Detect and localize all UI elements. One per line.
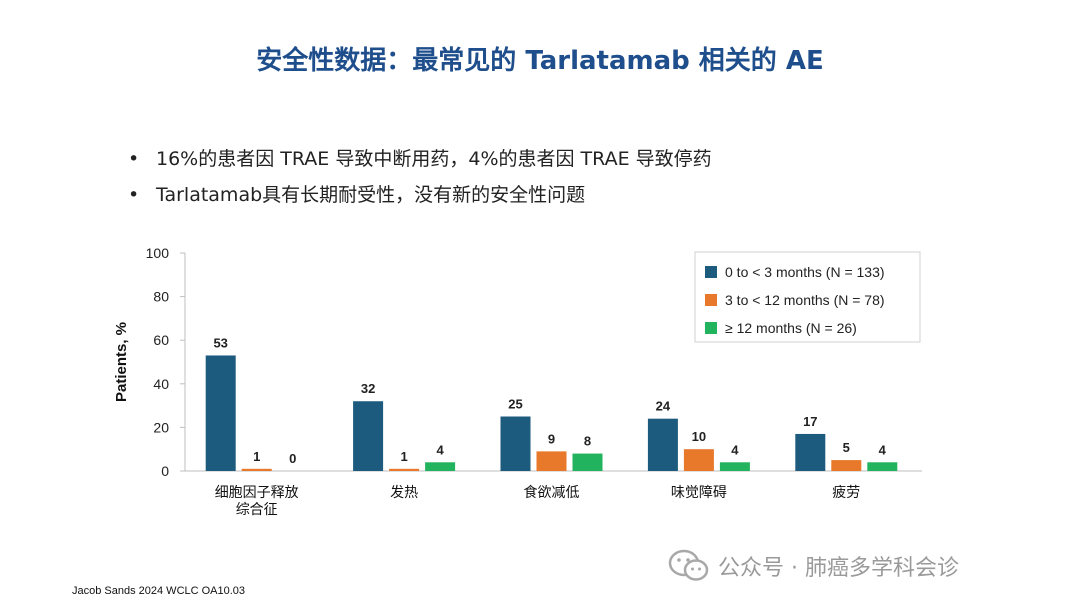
bar <box>683 449 714 471</box>
category-label: 发热 <box>390 484 418 500</box>
legend-label: ≥ 12 months (N = 26) <box>725 320 857 336</box>
bar <box>867 462 898 471</box>
category-label: 食欲减低 <box>524 484 580 500</box>
data-label: 10 <box>692 429 706 444</box>
watermark-text: 公众号 · 肺癌多学科会诊 <box>718 556 959 581</box>
bar <box>241 468 272 471</box>
legend-swatch <box>705 294 717 306</box>
legend-swatch <box>705 266 717 278</box>
legend-label: 3 to < 12 months (N = 78) <box>725 292 885 308</box>
citation-footer: Jacob Sands 2024 WCLC OA10.03 <box>72 585 246 597</box>
bullet-item: • Tarlatamab具有长期耐受性，没有新的安全性问题 <box>128 182 712 218</box>
watermark: 公众号 · 肺癌多学科会诊 <box>668 548 959 584</box>
y-tick-label: 80 <box>153 289 169 305</box>
legend-swatch <box>705 322 717 334</box>
bullet-text: Tarlatamab具有长期耐受性，没有新的安全性问题 <box>156 184 586 206</box>
y-tick-label: 100 <box>146 245 170 261</box>
y-tick-label: 0 <box>161 463 169 479</box>
data-label: 25 <box>508 397 522 412</box>
legend-box <box>694 251 921 343</box>
bullet-text: 16%的患者因 TRAE 导致中断用药，4%的患者因 TRAE 导致停药 <box>156 148 712 170</box>
bar <box>572 453 603 471</box>
data-label: 4 <box>436 442 444 457</box>
category-label: 味觉障碍 <box>671 484 727 500</box>
y-axis-label: Patients, % <box>113 322 130 402</box>
bullet-item: • 16%的患者因 TRAE 导致中断用药，4%的患者因 TRAE 导致停药 <box>128 146 712 182</box>
bar <box>719 462 750 471</box>
slide-title: 安全性数据：最常见的 Tarlatamab 相关的 AE <box>256 46 824 76</box>
bar <box>831 460 862 471</box>
data-label: 1 <box>400 449 407 464</box>
bar <box>205 355 236 471</box>
data-label: 0 <box>289 451 296 466</box>
data-label: 53 <box>213 335 227 350</box>
bar <box>389 468 420 471</box>
bar <box>795 433 826 471</box>
bar <box>536 451 567 471</box>
data-label: 1 <box>253 449 260 464</box>
data-label: 9 <box>548 431 555 446</box>
data-label: 5 <box>843 440 850 455</box>
legend-label: 0 to < 3 months (N = 133) <box>725 264 885 280</box>
data-label: 4 <box>731 442 739 457</box>
data-label: 17 <box>803 414 817 429</box>
y-tick-label: 20 <box>153 419 169 435</box>
wechat-icon <box>668 549 709 581</box>
bar <box>647 418 678 471</box>
y-tick-label: 40 <box>153 376 169 392</box>
bullet-list: • 16%的患者因 TRAE 导致中断用药，4%的患者因 TRAE 导致停药 •… <box>128 146 712 218</box>
data-label: 8 <box>584 434 591 449</box>
bar <box>500 416 531 471</box>
category-label: 疲劳 <box>832 484 860 500</box>
bullet-dot: • <box>128 148 140 170</box>
data-label: 32 <box>361 381 375 396</box>
category-label: 细胞因子释放 <box>215 484 299 500</box>
data-label: 4 <box>879 442 887 457</box>
y-tick-label: 60 <box>153 332 169 348</box>
bullet-dot: • <box>128 184 140 206</box>
data-label: 24 <box>656 399 671 414</box>
bar <box>425 462 456 471</box>
category-label: 综合征 <box>236 501 278 517</box>
bar <box>353 401 384 471</box>
